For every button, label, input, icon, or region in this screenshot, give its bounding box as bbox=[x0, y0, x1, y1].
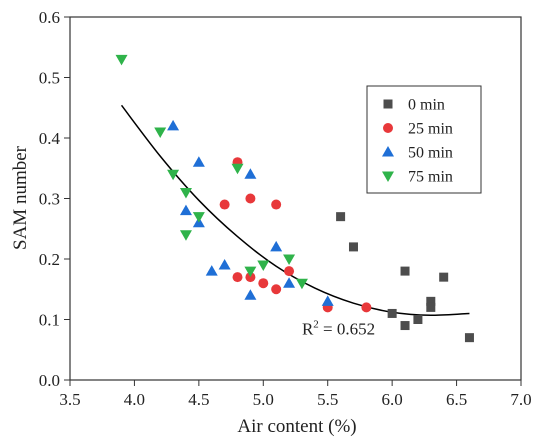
r-squared-sup: 2 bbox=[313, 319, 319, 331]
point-triangle-down-3-3 bbox=[179, 187, 192, 199]
point-square-0-3 bbox=[400, 266, 410, 276]
point-triangle-down-3-0 bbox=[115, 54, 128, 66]
point-triangle-down-3-1 bbox=[154, 127, 167, 138]
r-squared-annotation: R2 = 0.652 bbox=[302, 319, 375, 339]
point-square-0-2 bbox=[387, 308, 397, 318]
x-tick-label-7: 7.0 bbox=[510, 390, 531, 409]
point-square-0-7 bbox=[426, 302, 436, 312]
point-triangle-up-2-7 bbox=[244, 289, 257, 300]
legend-marker-1 bbox=[383, 123, 393, 133]
legend-marker-2 bbox=[382, 146, 394, 157]
point-square-0-0 bbox=[336, 212, 346, 222]
point-triangle-down-3-5 bbox=[192, 212, 205, 223]
data-markers bbox=[115, 54, 474, 343]
y-tick-label-4: 0.4 bbox=[39, 129, 61, 148]
axis-ticks bbox=[64, 16, 522, 386]
legend-label-2: 50 min bbox=[408, 145, 453, 162]
plot-frame bbox=[69, 16, 522, 381]
point-circle-1-7 bbox=[271, 284, 282, 295]
legend-marker-0 bbox=[383, 99, 393, 109]
r-squared-value: = 0.652 bbox=[319, 320, 375, 339]
point-triangle-down-3-6 bbox=[231, 163, 244, 175]
point-circle-1-0 bbox=[219, 199, 230, 210]
r-squared-prefix: R bbox=[302, 320, 314, 339]
point-square-0-1 bbox=[348, 242, 358, 252]
y-tick-label-5: 0.5 bbox=[39, 69, 60, 88]
point-circle-1-3 bbox=[245, 193, 256, 204]
point-triangle-up-2-9 bbox=[283, 277, 296, 288]
x-tick-label-0: 3.5 bbox=[59, 390, 80, 409]
y-tick-label-3: 0.3 bbox=[39, 190, 60, 209]
point-square-0-8 bbox=[439, 272, 449, 282]
tick-labels: 3.5 4.0 4.5 5.0 5.5 6.0 6.5 7.0 0.0 0.1 0.2 0.3 0.4 0… bbox=[39, 8, 532, 409]
legend-label-3: 75 min bbox=[408, 169, 453, 186]
point-circle-1-6 bbox=[271, 199, 282, 210]
point-triangle-down-3-2 bbox=[167, 169, 180, 181]
y-tick-label-0: 0.0 bbox=[39, 371, 60, 390]
x-tick-label-1: 4.0 bbox=[124, 390, 145, 409]
x-tick-label-3: 5.0 bbox=[253, 390, 274, 409]
y-tick-label-2: 0.2 bbox=[39, 250, 60, 269]
legend-marker-3 bbox=[382, 171, 394, 182]
x-axis-title: Air content (%) bbox=[237, 416, 356, 437]
point-circle-1-4 bbox=[245, 272, 256, 283]
point-circle-1-8 bbox=[284, 266, 295, 277]
point-triangle-up-2-8 bbox=[270, 240, 283, 252]
point-circle-1-2 bbox=[232, 272, 243, 283]
y-axis-title: SAM number bbox=[10, 145, 31, 250]
x-tick-label-6: 6.5 bbox=[446, 390, 467, 409]
point-triangle-down-3-7 bbox=[244, 266, 257, 278]
legend-label-1: 25 min bbox=[408, 121, 453, 138]
point-square-0-4 bbox=[400, 321, 410, 331]
point-triangle-up-2-2 bbox=[192, 156, 205, 167]
point-square-0-9 bbox=[464, 333, 474, 343]
point-triangle-up-2-10 bbox=[321, 295, 334, 306]
point-triangle-up-2-1 bbox=[179, 204, 192, 216]
y-tick-label-6: 0.6 bbox=[39, 8, 60, 27]
point-triangle-down-3-4 bbox=[179, 230, 192, 241]
point-triangle-up-2-5 bbox=[218, 259, 231, 270]
point-circle-1-5 bbox=[258, 278, 269, 289]
legend-label-0: 0 min bbox=[408, 97, 445, 114]
point-triangle-down-3-10 bbox=[295, 278, 308, 290]
x-tick-label-4: 5.5 bbox=[317, 390, 338, 409]
x-tick-label-5: 6.0 bbox=[382, 390, 403, 409]
point-triangle-up-2-4 bbox=[205, 265, 218, 276]
point-circle-1-10 bbox=[361, 302, 372, 313]
point-triangle-down-3-9 bbox=[283, 254, 296, 265]
point-square-0-5 bbox=[413, 315, 423, 324]
point-triangle-down-3-8 bbox=[257, 260, 270, 272]
point-triangle-up-2-6 bbox=[244, 168, 257, 179]
fit-curve bbox=[120, 104, 470, 317]
y-tick-label-1: 0.1 bbox=[39, 311, 60, 330]
point-square-0-6 bbox=[426, 296, 436, 306]
point-triangle-up-2-0 bbox=[167, 119, 180, 131]
legend: 0 min 25 min 50 min 75 min bbox=[366, 85, 482, 194]
x-tick-label-2: 4.5 bbox=[188, 390, 209, 409]
